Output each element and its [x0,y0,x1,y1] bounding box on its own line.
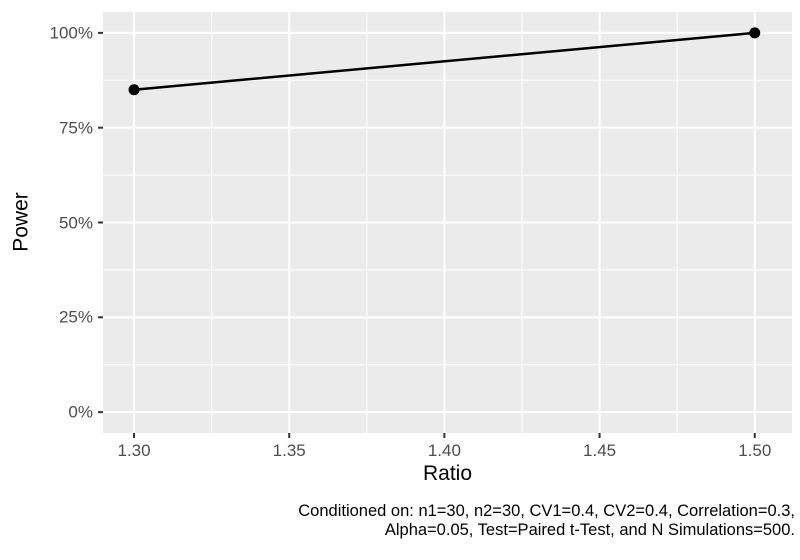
data-series-line [128,27,761,96]
y-tick-label: 50% [58,213,93,232]
plot-panel [98,12,792,438]
y-tick-label: 0% [68,402,93,422]
axis-tick-marks [98,31,756,438]
data-point [749,27,761,39]
x-tick-label: 1.45 [583,441,617,460]
x-tick-label: 1.35 [272,441,306,460]
y-tick-label: 100% [49,23,93,43]
x-axis-title: Ratio [422,462,473,485]
x-tick-label: 1.50 [738,441,772,460]
y-tick-label: 25% [58,307,93,327]
caption-line-2: Alpha=0.05, Test=Paired t-Test, and N Si… [384,521,795,539]
caption-line-1: Conditioned on: n1=30, n2=30, CV1=0.4, C… [298,502,795,520]
y-axis-title: Power [9,192,33,252]
series-line [133,31,755,91]
chart-caption: Conditioned on: n1=30, n2=30, CV1=0.4, C… [298,502,795,540]
y-tick-label: 75% [58,118,93,138]
x-tick-label: 1.30 [117,441,151,460]
data-point [128,84,140,96]
x-tick-label: 1.40 [427,441,461,460]
gridlines-major [103,12,792,433]
